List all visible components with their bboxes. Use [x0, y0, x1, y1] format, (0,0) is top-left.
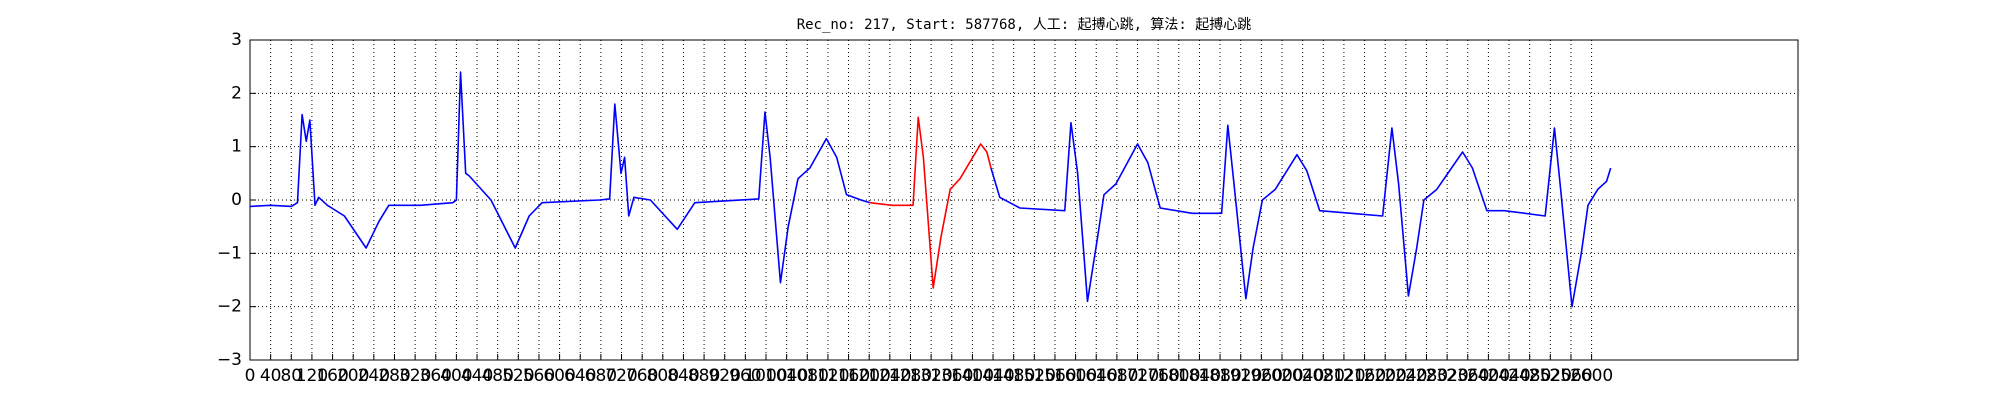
x-tick-label: 2000	[1260, 366, 1303, 386]
x-tick-label: 2040	[1281, 366, 1324, 386]
y-tick-label: −1	[217, 243, 242, 263]
x-tick-label: 160	[316, 366, 348, 386]
y-tick-label: 1	[231, 137, 242, 157]
x-tick-label: 1240	[868, 366, 911, 386]
x-tick-label: 1160	[827, 366, 870, 386]
x-tick-label: 1480	[992, 366, 1035, 386]
x-tick-label: 2560	[1549, 366, 1592, 386]
x-tick-label: 2200	[1364, 366, 1407, 386]
x-tick-label: 920	[708, 366, 740, 386]
x-tick-label: 1080	[786, 366, 829, 386]
x-tick-label: 1920	[1219, 366, 1262, 386]
x-tick-label: 1880	[1198, 366, 1241, 386]
x-tick-label: 2080	[1302, 366, 1345, 386]
x-tick-label: 560	[523, 366, 555, 386]
y-tick-label: 3	[231, 30, 242, 50]
x-tick-label: 1600	[1054, 366, 1097, 386]
x-tick-label: 2440	[1487, 366, 1530, 386]
x-tick-label: 1320	[909, 366, 952, 386]
x-tick-label: 2160	[1343, 366, 1386, 386]
x-tick-label: 2600	[1570, 366, 1613, 386]
x-tick-label: 2480	[1508, 366, 1551, 386]
x-tick-label: 1560	[1033, 366, 1076, 386]
x-tick-label: 840	[667, 366, 699, 386]
y-tick-label: 2	[231, 83, 242, 103]
x-tick-label: 1840	[1178, 366, 1221, 386]
x-tick-label: 2280	[1405, 366, 1448, 386]
x-tick-label: 1280	[889, 366, 932, 386]
x-tick-label: 600	[543, 366, 575, 386]
x-tick-label: 800	[647, 366, 679, 386]
x-tick-label: 1120	[806, 366, 849, 386]
x-tick-label: 1640	[1075, 366, 1118, 386]
x-tick-label: 0	[245, 366, 256, 386]
x-tick-label: 680	[585, 366, 617, 386]
x-tick-label: 120	[296, 366, 328, 386]
x-tick-label: 1360	[930, 366, 973, 386]
x-tick-label: 2520	[1529, 366, 1572, 386]
x-tick-label: 2240	[1384, 366, 1427, 386]
x-tick-label: 1040	[765, 366, 808, 386]
x-tick-label: 1800	[1157, 366, 1200, 386]
x-tick-label: 760	[626, 366, 658, 386]
ecg-line	[869, 116, 992, 289]
x-tick-label: 2360	[1446, 366, 1489, 386]
x-tick-label: 240	[358, 366, 390, 386]
x-tick-label: 1720	[1116, 366, 1159, 386]
x-tick-label: 1760	[1137, 366, 1180, 386]
x-tick-label: 400	[440, 366, 472, 386]
x-tick-label: 440	[461, 366, 493, 386]
x-tick-label: 720	[605, 366, 637, 386]
y-tick-label: −2	[217, 297, 242, 317]
x-tick-label: 280	[378, 366, 410, 386]
ecg-line	[990, 121, 1612, 308]
x-tick-label: 1000	[744, 366, 787, 386]
x-tick-label: 1520	[1013, 366, 1056, 386]
x-tick-label: 640	[564, 366, 596, 386]
x-tick-label: 1960	[1240, 366, 1283, 386]
x-tick-label: 480	[481, 366, 513, 386]
plot-frame	[249, 39, 1799, 361]
y-tick-label: 0	[231, 190, 242, 210]
x-tick-label: 80	[280, 366, 302, 386]
x-tick-label: 1400	[951, 366, 994, 386]
x-tick-label: 40	[260, 366, 282, 386]
x-tick-label: 880	[688, 366, 720, 386]
x-tick-label: 960	[729, 366, 761, 386]
x-tick-label: 1200	[848, 366, 891, 386]
x-tick-label: 200	[337, 366, 369, 386]
x-tick-label: 320	[399, 366, 431, 386]
ecg-line	[249, 71, 870, 284]
x-tick-label: 360	[420, 366, 452, 386]
x-tick-label: 1680	[1095, 366, 1138, 386]
x-tick-label: 1440	[971, 366, 1014, 386]
x-tick-label: 2120	[1322, 366, 1365, 386]
x-tick-label: 520	[502, 366, 534, 386]
y-tick-label: −3	[217, 350, 242, 370]
x-tick-label: 2400	[1467, 366, 1510, 386]
x-tick-label: 2320	[1425, 366, 1468, 386]
chart-title: Rec_no: 217, Start: 587768, 人工: 起搏心跳, 算法…	[797, 16, 1252, 33]
